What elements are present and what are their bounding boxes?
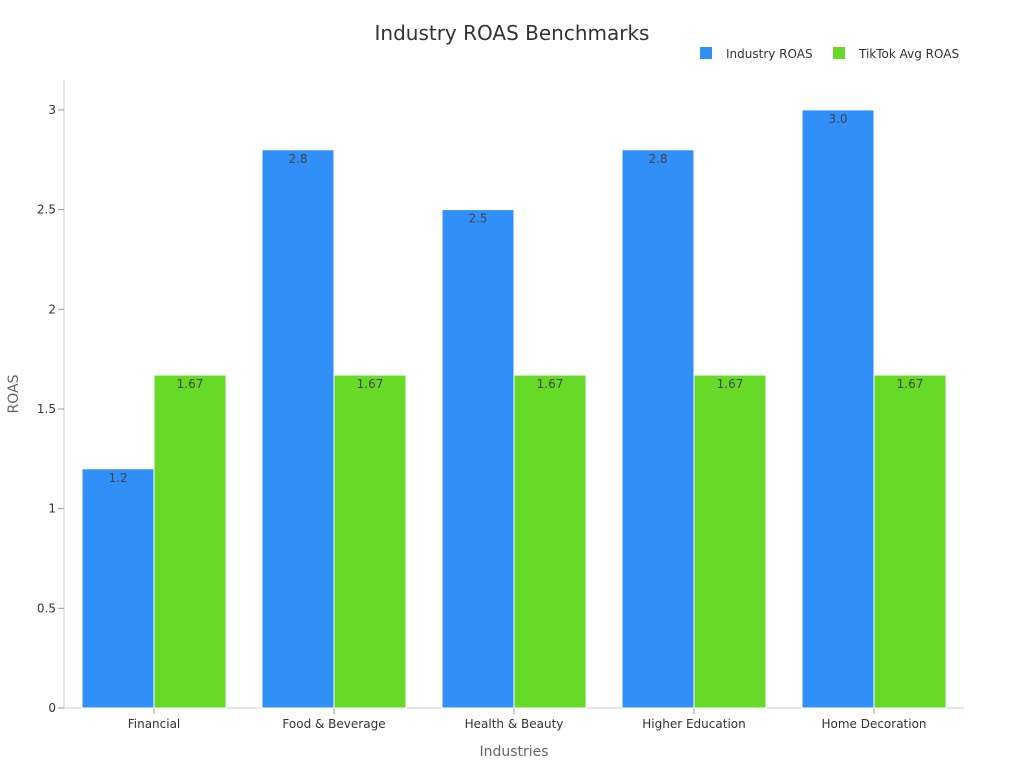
data-label-industry-roas-higher-education: 2.8 xyxy=(648,152,667,166)
data-label-industry-roas-home-decoration: 3.0 xyxy=(828,112,847,126)
x-tick-label-food-beverage: Food & Beverage xyxy=(282,717,385,731)
y-tick-label: 0.5 xyxy=(37,601,56,615)
bar-tiktok-avg-roas-higher-education xyxy=(693,374,767,709)
chart-title: Industry ROAS Benchmarks xyxy=(375,21,650,45)
data-label-tiktok-avg-roas-financial: 1.67 xyxy=(177,377,204,391)
y-axis: 0 0.5 1 1.5 2 2.5 3 xyxy=(37,80,65,715)
x-axis-title: Industries xyxy=(479,744,548,760)
y-tick-label: 1.5 xyxy=(37,402,56,416)
x-tick-label-higher-education: Higher Education xyxy=(642,717,745,731)
legend-label-tiktok-avg-roas: TikTok Avg ROAS xyxy=(858,47,959,61)
y-tick-label: 2 xyxy=(48,302,56,316)
y-axis-title: ROAS xyxy=(6,374,22,413)
bar-tiktok-avg-roas-financial xyxy=(153,374,227,709)
bars-group xyxy=(81,109,947,709)
x-axis: Financial Food & Beverage Health & Beauty H… xyxy=(64,707,964,731)
data-label-tiktok-avg-roas-home-decoration: 1.67 xyxy=(897,377,924,391)
data-labels-group: 1.2 1.67 2.8 1.67 2.5 1.67 2.8 1.67 3.0 1.67 xyxy=(108,112,923,485)
bar-industry-roas-higher-education xyxy=(621,149,695,709)
y-tick-label: 3 xyxy=(48,103,56,117)
bar-industry-roas-financial xyxy=(81,468,155,709)
legend-label-industry-roas: Industry ROAS xyxy=(726,47,813,61)
bar-tiktok-avg-roas-home-decoration xyxy=(873,374,947,709)
legend-swatch-industry-roas xyxy=(700,47,712,59)
data-label-industry-roas-health-beauty: 2.5 xyxy=(468,212,487,226)
bar-tiktok-avg-roas-food-beverage xyxy=(333,374,407,709)
y-tick-label: 1 xyxy=(48,502,56,516)
data-label-industry-roas-food-beverage: 2.8 xyxy=(288,152,307,166)
y-tick-label: 0 xyxy=(48,701,56,715)
data-label-tiktok-avg-roas-food-beverage: 1.67 xyxy=(357,377,384,391)
data-label-industry-roas-financial: 1.2 xyxy=(108,471,127,485)
x-tick-label-health-beauty: Health & Beauty xyxy=(465,717,564,731)
bar-industry-roas-health-beauty xyxy=(441,209,515,709)
bar-industry-roas-food-beverage xyxy=(261,149,335,709)
legend-swatch-tiktok-avg-roas xyxy=(833,47,845,59)
x-tick-label-financial: Financial xyxy=(128,717,181,731)
x-tick-label-home-decoration: Home Decoration xyxy=(821,717,926,731)
bar-tiktok-avg-roas-health-beauty xyxy=(513,374,587,709)
bar-industry-roas-home-decoration xyxy=(801,109,875,709)
y-tick-label: 2.5 xyxy=(37,203,56,217)
data-label-tiktok-avg-roas-health-beauty: 1.67 xyxy=(537,377,564,391)
data-label-tiktok-avg-roas-higher-education: 1.67 xyxy=(717,377,744,391)
legend: Industry ROAS TikTok Avg ROAS xyxy=(700,47,959,61)
